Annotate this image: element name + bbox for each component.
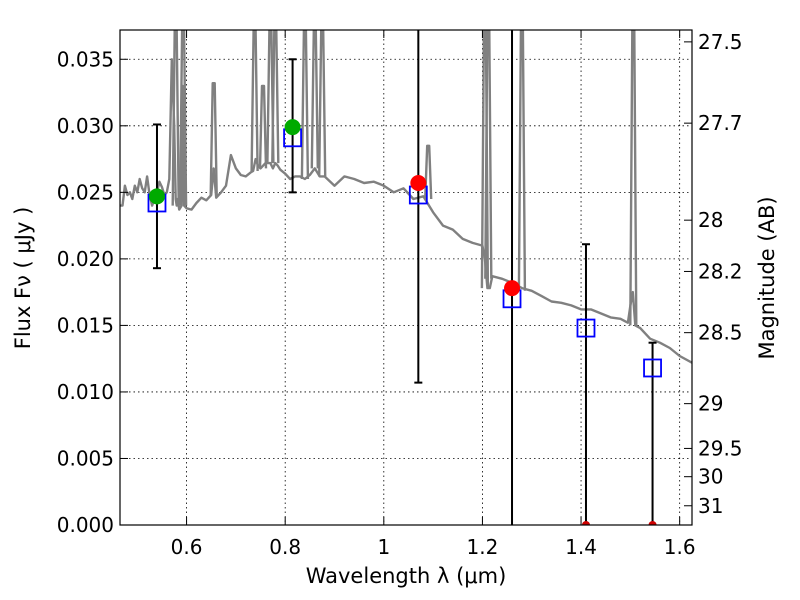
right-axis-ticks: 27.5 27.7 28 28.2 28.5 29 29.5 30 31: [684, 30, 743, 518]
emission-line: [300, 30, 310, 180]
right-tick-label: 28.5: [698, 321, 743, 345]
y-tick-label: 0.000: [57, 513, 114, 537]
y-axis-title: Flux Fν ( μJy ): [11, 207, 35, 350]
x-tick-label: 0.8: [269, 535, 301, 559]
emission-line: [318, 30, 327, 177]
observed-point: [148, 188, 165, 205]
right-tick-label: 28: [698, 208, 723, 232]
emission-line: [171, 30, 180, 206]
x-axis-ticks: 0.6 0.8 1 1.2 1.4 1.6: [171, 30, 696, 559]
y-tick-label: 0.035: [57, 47, 114, 71]
x-tick-label: 1.2: [467, 535, 499, 559]
y-tick-label: 0.025: [57, 180, 114, 204]
x-tick-label: 1.6: [664, 535, 696, 559]
x-tick-label: 1.4: [565, 535, 597, 559]
emission-line: [424, 144, 433, 200]
emission-line: [209, 82, 218, 196]
emission-line: [258, 84, 268, 169]
x-tick-label: 0.6: [171, 535, 203, 559]
right-tick-label: 29.5: [698, 436, 743, 460]
right-tick-label: 29: [698, 392, 723, 416]
emission-line: [629, 30, 638, 326]
error-bars: [152, 30, 657, 525]
right-axis-title: Magnitude (AB): [755, 196, 779, 359]
plot-frame: [119, 29, 693, 526]
observed-point: [410, 175, 427, 192]
observed-point: [284, 119, 301, 136]
observed-point: [581, 521, 590, 525]
y-tick-label: 0.020: [57, 247, 114, 271]
right-tick-label: 31: [698, 494, 723, 518]
y-tick-label: 0.005: [57, 446, 114, 470]
x-tick-label: 1: [377, 535, 390, 559]
observed-points: [148, 119, 657, 525]
y-tick-label: 0.030: [57, 114, 114, 138]
emission-line: [484, 30, 493, 279]
y-tick-label: 0.015: [57, 313, 114, 337]
emission-line: [178, 30, 188, 206]
model-band-square: [576, 318, 596, 338]
emission-line: [250, 30, 259, 172]
y-axis-ticks: 0.000 0.005 0.010 0.015 0.020 0.025 0.030 0.035: [57, 47, 128, 537]
emission-line: [310, 30, 319, 169]
observed-point: [504, 280, 521, 297]
right-tick-label: 27.5: [698, 30, 743, 54]
y-tick-label: 0.010: [57, 380, 114, 404]
emission-line: [517, 30, 527, 291]
x-axis-title: Wavelength λ (μm): [306, 564, 507, 588]
emission-lines: [171, 30, 638, 326]
plot-area: [120, 30, 692, 525]
emission-line: [271, 30, 280, 164]
right-tick-label: 30: [698, 465, 723, 489]
right-tick-label: 27.7: [698, 111, 743, 135]
observed-point: [648, 521, 657, 525]
model-band-square: [643, 358, 662, 378]
right-tick-label: 28.2: [698, 259, 743, 283]
